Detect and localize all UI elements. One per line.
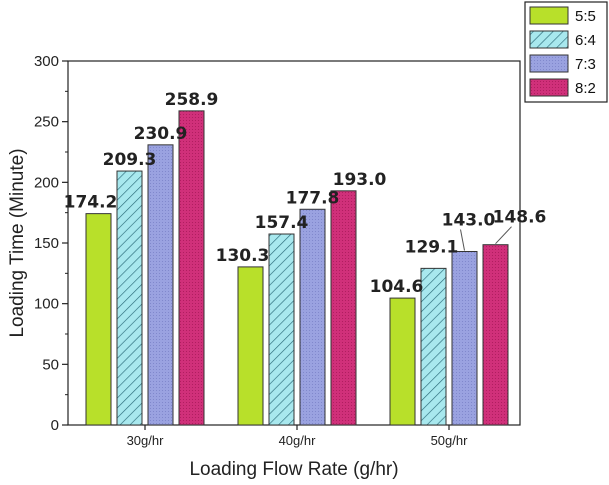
x-tick-label: 50g/hr xyxy=(431,433,469,448)
legend-swatch xyxy=(529,54,569,73)
bar-8-2-50ghr xyxy=(482,244,509,426)
legend-label: 6:4 xyxy=(575,32,596,49)
legend-label: 7:3 xyxy=(575,56,596,73)
legend-swatch xyxy=(529,6,569,25)
y-tick-label: 250 xyxy=(34,114,59,131)
x-tick-label: 40g/hr xyxy=(279,433,317,448)
y-tick-label: 0 xyxy=(51,417,59,434)
y-axis-title: Loading Time (Minute) xyxy=(7,148,28,337)
label-leader-line xyxy=(495,226,512,245)
bar-6-4-30ghr xyxy=(116,170,143,426)
y-tick-label: 200 xyxy=(34,174,59,191)
data-label: 193.0 xyxy=(333,170,387,190)
legend-swatch xyxy=(529,30,569,49)
y-tick-label: 300 xyxy=(34,53,59,70)
data-label: 157.4 xyxy=(255,213,309,233)
bar-7-3-50ghr xyxy=(451,250,478,426)
label-leader-line xyxy=(460,229,465,251)
y-tick-label: 150 xyxy=(34,235,59,252)
legend-label: 5:5 xyxy=(575,8,596,25)
y-tick-label: 100 xyxy=(34,296,59,313)
bar-6-4-40ghr xyxy=(268,233,295,426)
bar-8-2-40ghr xyxy=(330,190,357,426)
data-label: 230.9 xyxy=(134,124,188,144)
data-label: 129.1 xyxy=(405,237,459,257)
y-tick-label: 50 xyxy=(42,356,59,373)
legend-swatch xyxy=(529,78,569,97)
bar-8-2-30ghr xyxy=(178,110,205,426)
bar-7-3-40ghr xyxy=(299,208,326,426)
data-label: 148.6 xyxy=(493,208,547,228)
bar-6-4-50ghr xyxy=(420,267,447,426)
x-tick-label: 30g/hr xyxy=(127,433,165,448)
data-label: 130.3 xyxy=(216,246,270,266)
x-axis-title: Loading Flow Rate (g/hr) xyxy=(189,459,398,480)
data-label: 258.9 xyxy=(165,90,219,110)
data-label: 104.6 xyxy=(370,277,424,297)
legend-label: 8:2 xyxy=(575,80,596,97)
bar-5-5-50ghr xyxy=(389,297,416,426)
data-label: 143.0 xyxy=(442,210,496,230)
data-label: 174.2 xyxy=(64,193,118,213)
bar-7-3-30ghr xyxy=(147,144,174,426)
data-label: 209.3 xyxy=(103,150,157,170)
bar-5-5-40ghr xyxy=(237,266,264,426)
bar-5-5-30ghr xyxy=(85,213,112,426)
data-label: 177.8 xyxy=(286,188,340,208)
